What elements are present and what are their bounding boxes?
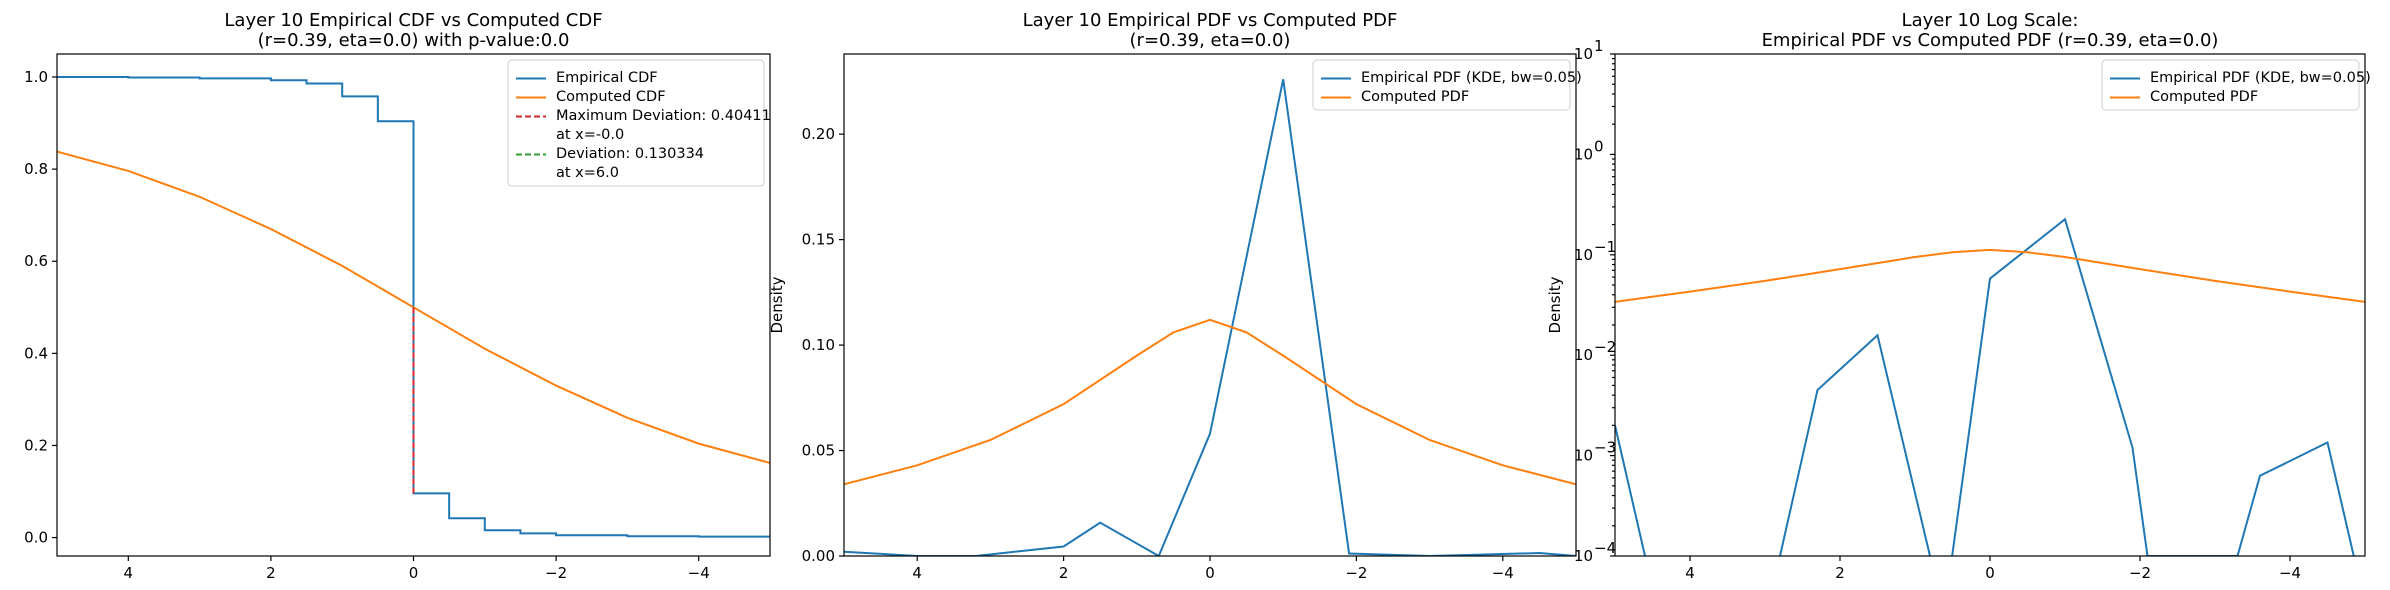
chart-title-line2: (r=0.39, eta=0.0): [1130, 30, 1291, 51]
series-line-2: [1615, 248, 2365, 303]
chart-panel-3: Layer 10 Log Scale:Empirical PDF vs Comp…: [1546, 10, 2371, 582]
legend-label: Computed CDF: [556, 89, 666, 105]
x-tick-label: 0: [1205, 564, 1215, 582]
x-tick-label: 0: [1985, 564, 1995, 582]
y-tick-label-exponent: −1: [1594, 238, 1616, 256]
y-tick-label: 0.15: [802, 231, 835, 249]
y-tick-label: 0.20: [802, 125, 835, 143]
legend-label: Computed PDF: [2150, 89, 2258, 105]
series-line-2: [57, 150, 770, 464]
legend-label: Empirical PDF (KDE, bw=0.05): [1361, 70, 1582, 86]
y-tick-label: 10: [1574, 246, 1593, 264]
y-tick-label: 0.00: [802, 547, 835, 565]
chart-title-line2: Empirical PDF vs Computed PDF (r=0.39, e…: [1762, 30, 2219, 51]
legend-label: Empirical PDF (KDE, bw=0.05): [2150, 70, 2371, 86]
y-tick-label-exponent: −4: [1594, 539, 1616, 557]
y-tick-label: 0.8: [24, 160, 48, 178]
x-tick-label: −2: [545, 564, 567, 582]
y-tick-label: 10: [1574, 346, 1593, 364]
x-tick-label: −4: [1492, 564, 1514, 582]
y-tick-label: 0.0: [24, 529, 48, 547]
chart-panel-1: Layer 10 Empirical CDF vs Computed CDF(r…: [24, 10, 771, 582]
y-axis-label: Density: [1546, 276, 1564, 333]
x-tick-label: 2: [1835, 564, 1845, 582]
y-tick-label: 0.05: [802, 442, 835, 460]
y-tick-label: 0.2: [24, 436, 48, 454]
y-tick-label-exponent: 0: [1594, 137, 1604, 155]
legend-label: at x=6.0: [556, 165, 619, 181]
y-tick-label: 10: [1574, 447, 1593, 465]
series-line-1: [1615, 217, 2355, 556]
chart-title-line1: Layer 10 Empirical PDF vs Computed PDF: [1023, 10, 1398, 31]
x-tick-label: 0: [409, 564, 419, 582]
legend-label: Empirical CDF: [556, 70, 658, 86]
x-tick-label: −4: [688, 564, 710, 582]
legend-label: at x=-0.0: [556, 127, 624, 143]
series-line-1: [844, 79, 1576, 556]
y-tick-label: 0.10: [802, 336, 835, 354]
legend: Empirical PDF (KDE, bw=0.05) Computed PDF: [2101, 59, 2371, 111]
y-tick-label: 0.6: [24, 252, 48, 270]
y-tick-label: 1.0: [24, 68, 48, 86]
legend-label: Computed PDF: [1361, 89, 1469, 105]
y-tick-label: 10: [1574, 145, 1593, 163]
series-line-2: [844, 318, 1576, 486]
x-tick-label: −2: [2129, 564, 2151, 582]
y-tick-label: 0.4: [24, 344, 48, 362]
plot-frame: [56, 53, 771, 557]
x-tick-label: 4: [124, 564, 134, 582]
plot-frame: [1614, 53, 2366, 557]
legend: Empirical CDF Computed CDF Maximum Deviati…: [507, 59, 771, 187]
chart-title-line2: (r=0.39, eta=0.0) with p-value:0.0: [258, 30, 570, 51]
chart-panel-2: Layer 10 Empirical PDF vs Computed PDF(r…: [768, 10, 1582, 582]
legend: Empirical PDF (KDE, bw=0.05) Computed PDF: [1312, 59, 1582, 111]
legend-label: Maximum Deviation: 0.40411: [556, 108, 771, 124]
x-tick-label: 4: [1685, 564, 1695, 582]
plot-frame: [843, 53, 1577, 557]
x-tick-label: 4: [912, 564, 922, 582]
y-tick-label-exponent: −3: [1594, 439, 1616, 457]
y-tick-label-exponent: 1: [1594, 37, 1604, 55]
y-tick-label: 10: [1574, 547, 1593, 565]
chart-title-line1: Layer 10 Empirical CDF vs Computed CDF: [224, 10, 602, 31]
x-tick-label: 2: [266, 564, 276, 582]
x-tick-label: −2: [1345, 564, 1367, 582]
chart-title-line1: Layer 10 Log Scale:: [1902, 10, 2079, 31]
y-axis-label: Density: [768, 276, 786, 333]
y-tick-label: 10: [1574, 45, 1593, 63]
y-tick-label-exponent: −2: [1594, 338, 1616, 356]
x-tick-label: 2: [1059, 564, 1069, 582]
x-tick-label: −4: [2279, 564, 2301, 582]
legend-label: Deviation: 0.130334: [556, 146, 704, 162]
